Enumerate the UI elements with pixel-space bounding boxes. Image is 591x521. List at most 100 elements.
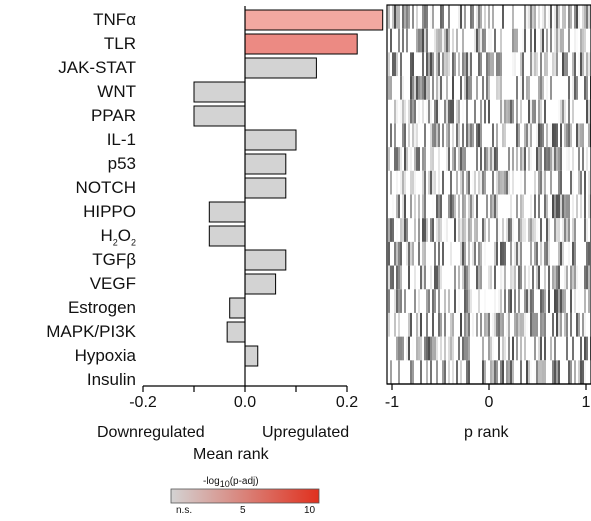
heatmap-cell xyxy=(522,312,524,337)
heatmap-cell xyxy=(418,194,420,219)
heatmap-cell xyxy=(478,241,480,266)
heatmap-cell xyxy=(420,312,422,337)
heatmap-cell xyxy=(438,194,440,219)
heatmap-cell xyxy=(504,170,506,195)
heatmap-cell xyxy=(586,5,588,29)
heatmap-cell xyxy=(540,52,542,77)
heatmap-cell xyxy=(514,241,516,266)
heatmap-cell xyxy=(540,360,542,384)
heatmap-cell xyxy=(460,194,462,219)
heatmap-cell xyxy=(478,265,480,290)
heatmap-cell xyxy=(522,76,524,100)
heatmap-cell xyxy=(578,170,580,195)
heatmap-cell xyxy=(400,289,402,313)
heatmap-cell xyxy=(438,52,440,77)
heatmap-cell xyxy=(530,52,532,77)
heatmap-cell xyxy=(560,194,562,219)
heatmap-cell xyxy=(480,265,482,290)
heatmap-cell xyxy=(530,218,532,242)
heatmap-cell xyxy=(488,312,490,337)
heatmap-cell xyxy=(536,360,538,384)
heatmap-cell xyxy=(432,218,434,242)
heatmap-cell xyxy=(426,218,428,242)
heatmap-cell xyxy=(536,265,538,290)
heatmap-cell xyxy=(536,123,538,148)
heatmap-cell xyxy=(418,76,420,100)
heatmap-cell xyxy=(422,99,424,124)
heatmap-cell xyxy=(460,147,462,171)
heatmap-cell xyxy=(578,360,580,384)
bar-4 xyxy=(193,105,246,127)
heatmap-cell xyxy=(468,218,470,242)
heatmap-cell xyxy=(552,52,554,77)
heatmap-cell xyxy=(568,76,570,100)
heatmap-cell xyxy=(484,5,486,29)
heatmap-cell xyxy=(584,76,586,100)
heatmap-cell xyxy=(478,5,480,29)
heatmap-cell xyxy=(480,241,482,266)
heatmap-cell xyxy=(588,99,590,124)
heatmap-cell xyxy=(426,5,428,29)
heatmap-cell xyxy=(454,194,456,219)
heatmap-cell xyxy=(448,52,450,77)
heatmap-cell xyxy=(390,123,392,148)
heatmap-cell xyxy=(504,99,506,124)
heatmap-cell xyxy=(524,218,526,242)
heatmap-cell xyxy=(430,170,432,195)
heatmap-cell xyxy=(534,99,536,124)
heatmap-cell xyxy=(570,5,572,29)
heatmap-cell xyxy=(402,218,404,242)
heatmap-cell xyxy=(418,218,420,242)
heatmap-cell xyxy=(530,289,532,313)
heatmap-cell xyxy=(426,52,428,77)
heatmap-cell xyxy=(450,170,452,195)
heatmap-cell xyxy=(414,147,416,171)
heatmap-cell xyxy=(408,123,410,148)
heatmap-cell xyxy=(548,241,550,266)
bar-1 xyxy=(244,33,358,55)
heatmap-cell xyxy=(546,123,548,148)
heatmap-cell xyxy=(562,194,564,219)
heatmap-cell xyxy=(402,28,404,53)
heatmap-cell xyxy=(524,123,526,148)
heatmap-cell xyxy=(436,28,438,53)
heatmap-cell xyxy=(516,123,518,148)
heatmap-cell xyxy=(464,336,466,361)
heatmap-cell xyxy=(404,289,406,313)
heatmap-cell xyxy=(554,194,556,219)
heatmap-cell xyxy=(526,312,528,337)
heatmap-cell xyxy=(548,123,550,148)
category-label: TLR xyxy=(103,34,136,53)
heatmap-cell xyxy=(442,52,444,77)
heatmap-cell xyxy=(554,265,556,290)
heatmap-cell xyxy=(468,123,470,148)
heatmap-cell xyxy=(544,265,546,290)
heatmap-cell xyxy=(464,241,466,266)
heatmap-cell xyxy=(390,360,392,384)
heatmap-cell xyxy=(542,289,544,313)
heatmap-cell xyxy=(574,52,576,77)
heatmap-cell xyxy=(550,123,552,148)
heatmap-cell xyxy=(572,76,574,100)
heatmap-cell xyxy=(484,218,486,242)
heatmap-cell xyxy=(588,123,590,148)
heatmap-cell xyxy=(562,99,564,124)
heatmap-cell xyxy=(486,312,488,337)
heatmap-cell xyxy=(464,5,466,29)
heatmap-cell xyxy=(532,52,534,77)
heatmap-cell xyxy=(528,99,530,124)
heatmap-cell xyxy=(552,312,554,337)
heatmap-cell xyxy=(394,241,396,266)
heatmap-cell xyxy=(502,123,504,148)
heatmap-cell xyxy=(414,194,416,219)
heatmap-cell xyxy=(440,336,442,361)
heatmap-cell xyxy=(576,76,578,100)
heatmap-cell xyxy=(466,76,468,100)
heatmap-cell xyxy=(408,265,410,290)
heatmap-cell xyxy=(568,28,570,53)
heatmap-cell xyxy=(410,52,412,77)
heatmap-cell xyxy=(586,241,588,266)
heatmap-cell xyxy=(406,241,408,266)
heatmap-cell xyxy=(574,5,576,29)
heatmap-cell xyxy=(544,170,546,195)
